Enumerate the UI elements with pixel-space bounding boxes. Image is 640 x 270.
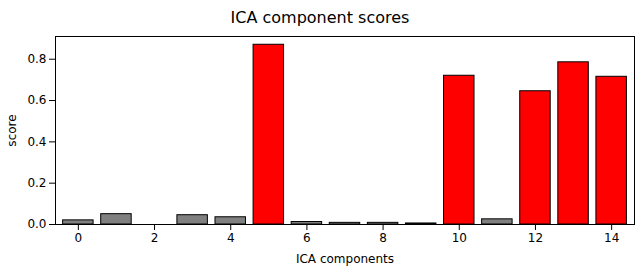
svg-text:0.4: 0.4 xyxy=(27,135,46,149)
svg-text:0.0: 0.0 xyxy=(27,217,46,231)
svg-text:0.8: 0.8 xyxy=(27,52,46,66)
svg-text:0.6: 0.6 xyxy=(27,93,46,107)
svg-text:8: 8 xyxy=(379,231,387,245)
svg-text:2: 2 xyxy=(151,231,159,245)
svg-text:ICA components: ICA components xyxy=(296,252,394,266)
svg-text:10: 10 xyxy=(452,231,467,245)
svg-text:0: 0 xyxy=(75,231,83,245)
svg-text:4: 4 xyxy=(227,231,235,245)
svg-text:12: 12 xyxy=(528,231,543,245)
svg-text:14: 14 xyxy=(604,231,619,245)
svg-text:score: score xyxy=(5,114,19,146)
svg-text:6: 6 xyxy=(303,231,311,245)
html-text:ICA component scores: ICA component scores xyxy=(230,8,410,27)
svg-text:0.2: 0.2 xyxy=(27,176,46,190)
